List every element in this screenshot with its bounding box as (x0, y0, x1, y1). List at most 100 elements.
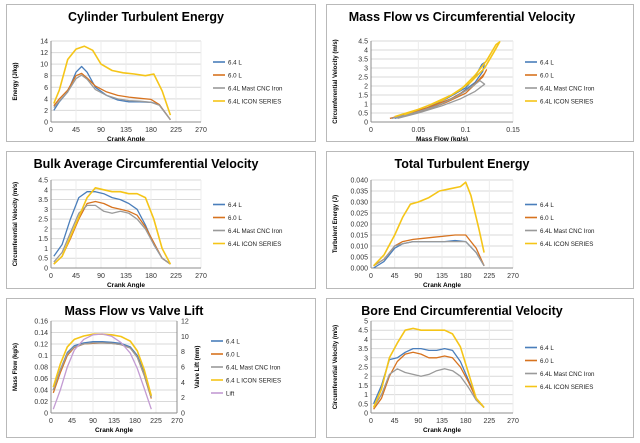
x-tick-label: 270 (507, 418, 519, 425)
y-tick-label: 0 (44, 411, 48, 418)
x-tick-label: 45 (72, 273, 80, 280)
series-line-6-4l-icon-series (53, 45, 172, 116)
x-tick-label: 180 (145, 127, 157, 134)
y-tick-label: 0.5 (38, 256, 48, 263)
x-axis-label: Mass Flow (kg/s) (416, 136, 468, 141)
y-tick-label: 1 (44, 246, 48, 253)
y-tick-label: 2 (44, 226, 48, 233)
legend-label: 6.4 L (226, 338, 240, 345)
legend-label: 6.4L Mast CNC Iron (540, 371, 595, 378)
series-line-6-4l-icon-series (372, 327, 485, 409)
chart-title: Mass Flow vs Valve Lift (65, 304, 205, 318)
legend-label: 6.4L ICON SERIES (228, 98, 281, 105)
y-tick-label: 3.5 (358, 346, 368, 353)
y-tick-label: 0.005 (350, 255, 368, 262)
chart-title: Mass Flow vs Circumferential Velocity (349, 10, 576, 24)
y-tick-label: 2.5 (358, 75, 368, 82)
x-tick-label: 225 (483, 418, 495, 425)
y-tick-label: 14 (40, 39, 48, 46)
legend-label: 6.4L Mast CNC Iron (540, 228, 595, 235)
x-axis-label: Crank Angle (107, 136, 145, 141)
x-tick-label: 270 (195, 273, 207, 280)
y-tick-label: 2.5 (38, 217, 48, 224)
x-axis-label: Crank Angle (423, 282, 461, 288)
y-tick-label: 4.5 (358, 328, 368, 335)
y-tick-label: 4 (44, 96, 48, 103)
series-line-6-4-l (53, 191, 171, 265)
chart-panel-mass-flow-vs-circumferential-velocity: Mass Flow vs Circumferential Velocity 0 0.… (326, 4, 634, 142)
y-tick-label: 0.040 (350, 178, 368, 185)
chart-title: Bulk Average Circumferential Velocity (34, 157, 259, 171)
y-tick-label: 3 (364, 355, 368, 362)
y-axis-label: Mass Flow (kg/s) (13, 343, 19, 391)
series-line-6-4-l (373, 347, 485, 408)
y2-tick-label: 12 (181, 319, 189, 326)
x-tick-label: 90 (97, 273, 105, 280)
x-tick-label: 135 (436, 273, 448, 280)
x-tick-label: 90 (97, 127, 105, 134)
x-axis-label: Crank Angle (423, 427, 461, 434)
legend-label: 6.4 L ICON SERIES (226, 377, 281, 384)
y-tick-label: 0 (364, 120, 368, 127)
y-tick-label: 1.5 (358, 383, 368, 390)
legend-label: 6.4 L (540, 202, 554, 209)
y-tick-label: 2 (364, 84, 368, 91)
y-tick-label: 0.14 (34, 330, 48, 337)
y-tick-label: 3.5 (358, 57, 368, 64)
series-line-6-4l-icon-series (373, 181, 485, 267)
y-tick-label: 0.015 (350, 233, 368, 240)
legend-label: 6.4L Mast CNC Iron (540, 85, 595, 92)
y-tick-label: 2 (44, 108, 48, 115)
chart-svg-total-turbulent-energy: Total Turbulent Energy 0.000 0.005 0.010 0.0… (333, 157, 595, 288)
chart-panel-mass-flow-vs-valve-lift: Mass Flow vs Valve Lift 0 0.02 0.04 0.06 0.08… (6, 298, 316, 438)
y-tick-label: 0.5 (358, 401, 368, 408)
series-line-6-4-l (391, 61, 486, 120)
x-tick-label: 45 (391, 273, 399, 280)
chart-panel-bulk-average-circumferential-velocity: Bulk Average Circumferential Velocity 0 0.… (6, 151, 316, 289)
x-tick-label: 180 (460, 418, 472, 425)
x-tick-label: 90 (414, 273, 422, 280)
y-tick-label: 12 (40, 50, 48, 57)
y-tick-label: 0.02 (34, 399, 48, 406)
x-tick-label: 135 (120, 273, 132, 280)
legend-label: 6.4L ICON SERIES (540, 384, 593, 391)
series-line-6-4-l (52, 341, 152, 396)
legend-label: 6.0 L (228, 72, 242, 79)
y-tick-label: 0.06 (34, 376, 48, 383)
y-tick-label: 0.010 (350, 244, 368, 251)
chart-title: Cylinder Turbulent Energy (68, 10, 224, 24)
y-axis-label: Circumferential Velocity (m/s) (333, 325, 339, 409)
legend-label: 6.0 L (540, 215, 554, 222)
legend-label: 6.4L ICON SERIES (540, 241, 593, 248)
y-tick-label: 0.5 (358, 111, 368, 118)
x-tick-label: 180 (145, 273, 157, 280)
chart-svg-mass-flow-vs-valve-lift: Mass Flow vs Valve Lift 0 0.02 0.04 0.06 0.08… (13, 304, 281, 434)
x-tick-label: 90 (414, 418, 422, 425)
y-tick-label: 0.12 (34, 342, 48, 349)
y2-axis-label: Valve Lift (mm) (195, 346, 201, 389)
y-tick-label: 0 (364, 411, 368, 418)
series-line-6-4l-icon-series (394, 41, 501, 118)
series-line-6-4l-mast-cnc-iron (373, 240, 485, 267)
legend-label: 6.4 L (228, 202, 242, 209)
legend-label: Lift (226, 390, 235, 397)
legend-label: 6.0 L (226, 351, 240, 358)
x-tick-label: 45 (72, 127, 80, 134)
y-tick-label: 1 (364, 102, 368, 109)
x-tick-label: 0 (49, 127, 53, 134)
y-axis-label: Circumferential Velocity (m/s) (13, 182, 19, 266)
x-tick-label: 0 (369, 418, 373, 425)
x-tick-label: 45 (68, 418, 76, 425)
x-tick-label: 90 (89, 418, 97, 425)
x-tick-label: 0 (49, 273, 53, 280)
y2-tick-label: 2 (181, 395, 185, 402)
chart-panel-bore-end-circumferential-velocity: Bore End Circumferential Velocity 0 0.5 1 1.… (326, 298, 634, 438)
y-tick-label: 8 (44, 73, 48, 80)
series-line-6-0-l (53, 72, 171, 121)
x-tick-label: 0 (369, 127, 373, 134)
x-tick-label: 270 (171, 418, 183, 425)
y-tick-label: 2 (364, 374, 368, 381)
legend-label: 6.4 L (540, 345, 554, 352)
series-line-6-4l-mast-cnc-iron (391, 79, 486, 120)
y-tick-label: 0.000 (350, 266, 368, 273)
